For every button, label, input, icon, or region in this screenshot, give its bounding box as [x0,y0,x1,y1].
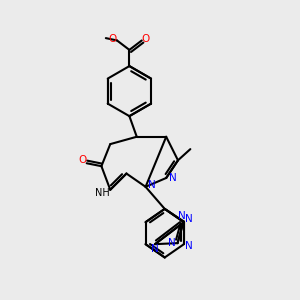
Text: O: O [109,34,117,44]
Text: N: N [168,238,176,248]
Text: N: N [178,211,186,221]
Text: N: N [169,173,176,183]
Text: O: O [142,34,150,44]
Text: O: O [78,155,86,165]
Text: NH: NH [94,188,110,198]
Text: N: N [185,214,193,224]
Text: N: N [185,241,193,251]
Text: N: N [151,244,159,254]
Text: N: N [148,180,156,190]
